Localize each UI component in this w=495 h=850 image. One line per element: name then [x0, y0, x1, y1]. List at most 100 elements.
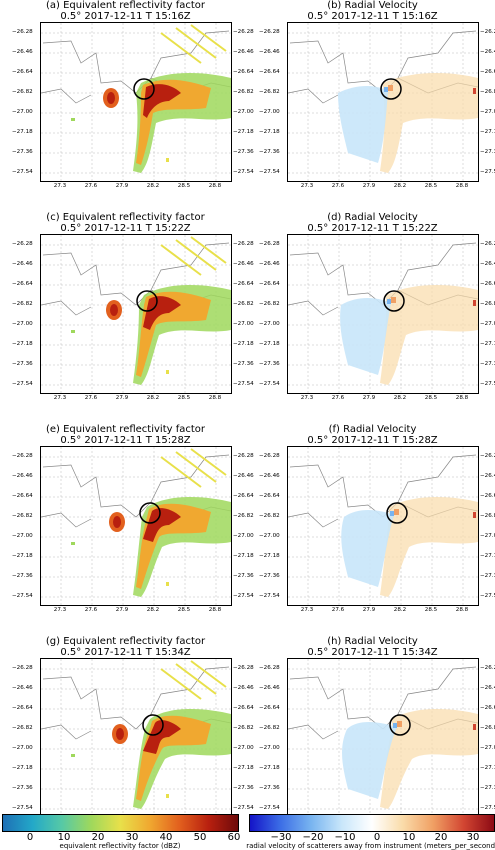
y-tick-label: −26.28	[233, 241, 254, 247]
y-tick-label: −27.54	[480, 169, 495, 175]
echo-speck	[166, 158, 169, 162]
y-tick-label: −26.46	[12, 49, 33, 55]
x-tick-label: 27.6	[331, 395, 345, 401]
province-border	[41, 724, 92, 740]
y-tick-label: −27.36	[480, 785, 495, 791]
y-tick-label: −27.54	[480, 593, 495, 599]
y-tick-label: −27.18	[259, 553, 280, 559]
y-tick-label: −26.46	[259, 49, 280, 55]
echo-max	[143, 720, 181, 754]
y-tick-label: −26.82	[12, 89, 33, 95]
panel-d: (d) Radial Velocity 0.5° 2017-12-11 T 15:…	[249, 212, 495, 422]
velocity-speck	[473, 300, 476, 306]
y-tick-label: −26.46	[233, 261, 254, 267]
x-tick-label: 27.9	[115, 395, 129, 401]
y-tick-label: −26.82	[233, 89, 254, 95]
colorbar-tick: 60	[227, 832, 241, 843]
x-tick-label: 28.2	[146, 395, 160, 401]
colorbar-tick: −20	[302, 832, 324, 843]
y-tick-label: −27.18	[259, 129, 280, 135]
y-tick-label: −27.54	[259, 169, 280, 175]
y-tick-label: −27.00	[259, 533, 280, 539]
y-tick-label: −26.82	[233, 513, 254, 519]
y-tick-label: −27.36	[12, 149, 33, 155]
panel-subtitle-line: 0.5° 2017-12-11 T 15:34Z	[60, 647, 191, 658]
echo-speck	[166, 582, 169, 586]
radar-map	[287, 446, 479, 606]
y-tick-label: −26.28	[480, 241, 495, 247]
y-tick-label: −27.36	[233, 361, 254, 367]
x-tick-label: 28.8	[455, 183, 469, 189]
province-border	[41, 512, 92, 528]
x-tick-label: 27.9	[362, 395, 376, 401]
panel-subtitle-line: 0.5° 2017-12-11 T 15:16Z	[60, 11, 191, 22]
panel-b: (b) Radial Velocity 0.5° 2017-12-11 T 15:…	[249, 0, 495, 210]
y-tick-label: −26.82	[259, 513, 280, 519]
y-tick-label: −26.64	[259, 705, 280, 711]
x-tick-label: 28.2	[393, 395, 407, 401]
y-tick-label: −26.64	[233, 69, 254, 75]
y-tick-label: −27.54	[12, 593, 33, 599]
y-tick-label: −26.64	[12, 281, 33, 287]
inbound-region	[340, 298, 391, 375]
colorbar-tick: 50	[193, 832, 207, 843]
y-tick-label: −26.28	[12, 29, 33, 35]
y-tick-label: −27.18	[259, 765, 280, 771]
x-tick-label: 28.2	[393, 183, 407, 189]
x-tick-label: 28.8	[455, 395, 469, 401]
y-tick-label: −26.28	[259, 665, 280, 671]
echo-speck	[71, 118, 75, 121]
couplet	[393, 723, 397, 728]
y-tick-label: −26.82	[480, 301, 495, 307]
radar-map	[287, 234, 479, 394]
y-tick-label: −26.46	[12, 261, 33, 267]
panel-title: (e) Equivalent reflectivity factor 0.5° 2…	[2, 424, 249, 446]
x-tick-label: 28.2	[146, 183, 160, 189]
panel-title: (d) Radial Velocity 0.5° 2017-12-11 T 15:…	[249, 212, 495, 234]
province-border	[41, 88, 92, 104]
x-tick-label: 27.9	[362, 183, 376, 189]
y-tick-label: −26.28	[12, 241, 33, 247]
y-tick-label: −26.82	[259, 301, 280, 307]
y-tick-label: −26.28	[259, 241, 280, 247]
velocity-region	[380, 497, 478, 597]
y-tick-label: −26.46	[480, 473, 495, 479]
mesocyclone-marker	[389, 714, 411, 736]
y-tick-label: −26.28	[12, 453, 33, 459]
panel-title-line: (c) Equivalent reflectivity factor	[46, 212, 205, 223]
y-tick-label: −27.18	[480, 129, 495, 135]
panel-g: (g) Equivalent reflectivity factor 0.5° 2…	[2, 636, 254, 846]
y-tick-label: −27.18	[233, 765, 254, 771]
echo-speck	[71, 330, 75, 333]
x-tick-label: 27.6	[84, 183, 98, 189]
y-tick-label: −26.82	[12, 301, 33, 307]
x-tick-label: 28.8	[208, 607, 222, 613]
panel-a: (a) Equivalent reflectivity factor 0.5° 2…	[2, 0, 254, 210]
y-tick-label: −27.36	[480, 573, 495, 579]
x-tick-label: 27.3	[300, 607, 314, 613]
y-tick-label: −27.36	[233, 149, 254, 155]
radar-map	[287, 22, 479, 182]
y-tick-label: −27.54	[233, 593, 254, 599]
y-tick-label: −26.28	[259, 29, 280, 35]
x-tick-label: 27.3	[300, 183, 314, 189]
y-tick-label: −26.28	[233, 453, 254, 459]
y-tick-label: −26.82	[12, 725, 33, 731]
y-tick-label: −27.36	[12, 361, 33, 367]
province-border	[288, 88, 339, 104]
colorbar-tick: −10	[334, 832, 356, 843]
colorbar-tick: 20	[434, 832, 448, 843]
panel-title-line: (d) Radial Velocity	[327, 212, 418, 223]
y-tick-label: −26.46	[233, 49, 254, 55]
y-tick-label: −27.36	[259, 573, 280, 579]
y-tick-label: −26.46	[12, 685, 33, 691]
y-tick-label: −26.64	[12, 69, 33, 75]
y-tick-label: −27.54	[480, 805, 495, 811]
y-tick-label: −27.54	[259, 805, 280, 811]
y-tick-label: −26.64	[233, 281, 254, 287]
panel-title-line: (g) Equivalent reflectivity factor	[45, 636, 206, 647]
map-canvas	[288, 447, 478, 605]
couplet	[391, 297, 396, 303]
y-tick-label: −27.00	[12, 109, 33, 115]
y-tick-label: −26.82	[233, 301, 254, 307]
